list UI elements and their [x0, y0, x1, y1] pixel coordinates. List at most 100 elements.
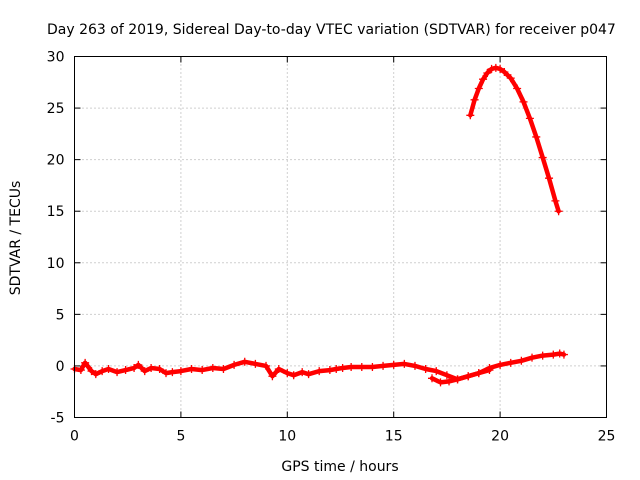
data-point — [332, 365, 341, 374]
data-point — [76, 366, 85, 375]
y-tick-label: 0 — [56, 359, 65, 375]
data-point — [251, 359, 260, 368]
series-baseline — [70, 349, 568, 384]
y-tick-label: -5 — [51, 411, 65, 427]
data-point — [517, 356, 526, 365]
data-point — [474, 84, 483, 93]
x-tick-label: 10 — [278, 429, 296, 445]
series-peak — [466, 63, 563, 216]
data-point — [491, 63, 500, 72]
data-point — [432, 367, 441, 376]
data-point — [513, 84, 522, 93]
data-point — [453, 375, 462, 384]
data-point — [466, 111, 475, 120]
data-point — [389, 360, 398, 369]
series-line — [468, 65, 561, 214]
data-point — [379, 361, 388, 370]
data-point — [325, 366, 334, 375]
data-point — [176, 367, 185, 376]
data-point — [134, 360, 143, 369]
data-point — [304, 370, 313, 379]
data-point — [208, 363, 217, 372]
data-point — [555, 349, 564, 358]
data-point — [81, 358, 90, 367]
data-point — [470, 95, 479, 104]
data-point — [104, 365, 113, 374]
data-point — [91, 370, 100, 379]
data-point — [140, 367, 149, 376]
data-point — [168, 368, 177, 377]
x-tick-label: 20 — [491, 429, 509, 445]
data-point — [538, 351, 547, 360]
data-point — [198, 366, 207, 375]
y-tick-label: 30 — [47, 50, 65, 66]
data-point — [496, 64, 505, 73]
data-point — [442, 371, 451, 380]
grid — [74, 56, 607, 418]
data-point — [289, 371, 298, 380]
data-point — [368, 362, 377, 371]
y-tick-label: 25 — [47, 101, 65, 117]
data-point — [274, 365, 283, 374]
data-point — [483, 69, 492, 78]
plot-frame — [74, 56, 607, 418]
data-point — [410, 361, 419, 370]
data-point — [155, 365, 164, 374]
axis-ticks: 0 5 10 15 20 25 -5 0 5 10 15 20 25 30 — [47, 50, 616, 445]
data-point — [187, 365, 196, 374]
data-point — [559, 350, 568, 359]
data-point — [428, 374, 437, 383]
data-point — [479, 75, 488, 84]
y-axis-label: SDTVAR / TECUs — [8, 181, 24, 296]
data-point — [357, 362, 366, 371]
chart-title: Day 263 of 2019, Sidereal Day-to-day VTE… — [47, 22, 616, 38]
data-point — [528, 353, 537, 362]
data-point — [121, 366, 130, 375]
data-point — [519, 97, 528, 106]
data-point — [87, 367, 96, 376]
data-point — [162, 369, 171, 378]
x-tick-label: 15 — [385, 429, 403, 445]
data-point — [496, 360, 505, 369]
data-point — [487, 64, 496, 73]
data-point — [240, 357, 249, 366]
data-point — [485, 366, 494, 375]
x-axis-label: GPS time / hours — [281, 459, 398, 475]
x-tick-label: 25 — [598, 429, 616, 445]
data-point — [532, 132, 541, 141]
data-point — [506, 358, 515, 367]
data-point — [283, 369, 292, 378]
data-point — [98, 367, 107, 376]
data-point — [400, 359, 409, 368]
y-tick-label: 20 — [47, 153, 65, 169]
data-point — [230, 360, 239, 369]
x-tick-label: 0 — [70, 429, 79, 445]
data-point — [315, 367, 324, 376]
data-point — [474, 369, 483, 378]
data-point — [551, 196, 560, 205]
data-point — [436, 378, 445, 387]
series-lower-branch — [428, 366, 494, 387]
data-point — [147, 363, 156, 372]
y-tick-label: 5 — [56, 307, 65, 323]
data-point — [421, 365, 430, 374]
data-point — [338, 363, 347, 372]
data-point — [113, 368, 122, 377]
series-line — [72, 351, 567, 382]
data-point — [554, 207, 563, 216]
x-tick-label: 5 — [176, 429, 185, 445]
data-point — [347, 362, 356, 371]
data-point — [262, 361, 271, 370]
data-point — [268, 372, 277, 381]
data-point — [506, 74, 515, 83]
y-tick-label: 10 — [47, 256, 65, 272]
data-point — [545, 174, 554, 183]
data-point — [538, 153, 547, 162]
data-point — [298, 368, 307, 377]
data-point — [445, 377, 454, 386]
data-point — [525, 114, 534, 123]
data-point — [549, 350, 558, 359]
data-point — [219, 365, 228, 374]
y-tick-label: 15 — [47, 204, 65, 220]
